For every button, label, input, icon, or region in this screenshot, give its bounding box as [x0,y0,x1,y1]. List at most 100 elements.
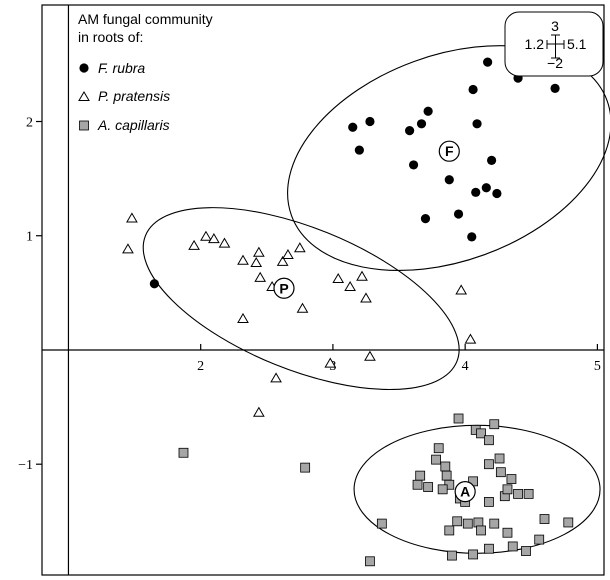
point-a-capillaris [376,518,387,529]
point-a-capillaris [433,443,444,454]
group-ellipses [142,45,610,554]
inset-bottom-value: −2 [547,55,563,71]
point-a-capillaris [365,556,375,567]
point-p-pratensis [252,246,265,257]
point-p-pratensis [364,350,376,361]
point-p-pratensis [237,254,249,265]
group-centroids: F P A [273,140,476,503]
point-p-pratensis [126,212,138,223]
point-f-rubra [550,83,560,93]
point-a-capillaris [476,525,486,536]
point-f-rubra [348,122,358,132]
legend-marker-a-capillaris [79,120,89,131]
point-a-capillaris [440,461,451,472]
point-p-pratensis [276,255,289,266]
point-a-capillaris [444,525,455,536]
point-f-rubra [416,119,427,129]
point-f-rubra [467,232,477,242]
point-a-capillaris [447,550,457,561]
point-a-capillaris [484,543,494,554]
point-p-pratensis [252,406,265,417]
point-p-pratensis [455,284,468,295]
point-f-rubra [420,214,431,224]
legend-label-p-pratensis: P. pratensis [98,88,170,104]
point-p-pratensis [282,248,294,260]
x-tick-label: 4 [462,359,469,374]
point-f-rubra [471,187,481,197]
point-p-pratensis [360,292,372,303]
point-p-pratensis [250,256,263,268]
ellipse-f-rubra [287,45,610,272]
point-f-rubra [453,209,464,219]
inset-top-value: 3 [551,18,559,34]
point-p-pratensis [208,232,220,244]
y-tick-label: 1 [26,230,33,245]
legend-title-line-1: AM fungal community [78,11,213,27]
point-p-pratensis [344,280,356,292]
point-a-capillaris [502,527,513,538]
point-f-rubra [408,160,419,170]
point-f-rubra [487,155,497,165]
point-a-capillaris [507,541,518,552]
centroid-label-f: F [445,143,454,159]
point-p-pratensis [332,272,345,284]
point-f-rubra [468,84,478,95]
point-p-pratensis [293,242,306,253]
point-a-capillaris [441,470,452,481]
centroid-label-a: A [460,484,470,500]
point-a-capillaris [437,484,448,495]
point-a-capillaris [502,484,513,495]
point-a-capillaris [453,413,464,424]
centroid-p [273,277,295,299]
point-a-capillaris [484,435,494,446]
point-f-rubra [481,183,491,193]
point-f-rubra [483,57,493,67]
point-a-capillaris [476,428,486,439]
point-p-pratensis [122,243,134,254]
inset-left-value: 1.2 [525,36,545,52]
point-a-capillaris [412,479,423,490]
point-a-capillaris [523,488,534,499]
point-p-pratensis [237,312,249,324]
x-tick-label: 2 [197,359,204,374]
point-p-pratensis [464,333,477,344]
legend-label-f-rubra: F. rubra [98,60,145,76]
inset-right-value: 5.1 [567,36,587,52]
y-ticks: −1 1 2 [18,116,42,473]
point-a-capillaris [484,496,494,507]
legend-title-line-2: in roots of: [78,29,143,45]
y-tick-label: 2 [26,116,33,131]
point-a-capillaris [495,467,506,478]
centroid-label-p: P [279,280,288,296]
point-a-capillaris [506,474,517,484]
point-a-capillaris [489,419,500,430]
point-a-capillaris [178,447,189,458]
legend-marker-f-rubra [79,63,89,73]
y-tick-label: −1 [18,458,33,473]
point-p-pratensis [270,372,282,383]
ellipse-p-pratensis [142,207,460,391]
point-f-rubra [472,119,482,129]
point-p-pratensis [296,302,309,313]
error-bar-inset: 3 1.2 5.1 −2 [504,11,604,77]
point-p-pratensis [254,271,267,282]
point-a-capillaris [423,482,434,492]
x-tick-label: 5 [594,359,601,374]
point-f-rubra [492,188,502,199]
point-f-rubra [444,175,454,185]
point-a-capillaris [452,516,463,527]
point-a-capillaris [539,514,550,524]
point-f-rubra [354,145,364,155]
point-a-capillaris [563,517,574,528]
point-f-rubra [365,116,375,127]
point-p-pratensis [218,237,231,248]
centroid-f [438,140,460,162]
point-p-pratensis [356,270,368,281]
point-a-capillaris [300,462,311,473]
point-a-capillaris [484,459,494,470]
point-a-capillaris [415,470,426,481]
point-f-rubra [405,126,415,136]
plot-frame [41,4,605,576]
point-p-pratensis [188,239,200,250]
